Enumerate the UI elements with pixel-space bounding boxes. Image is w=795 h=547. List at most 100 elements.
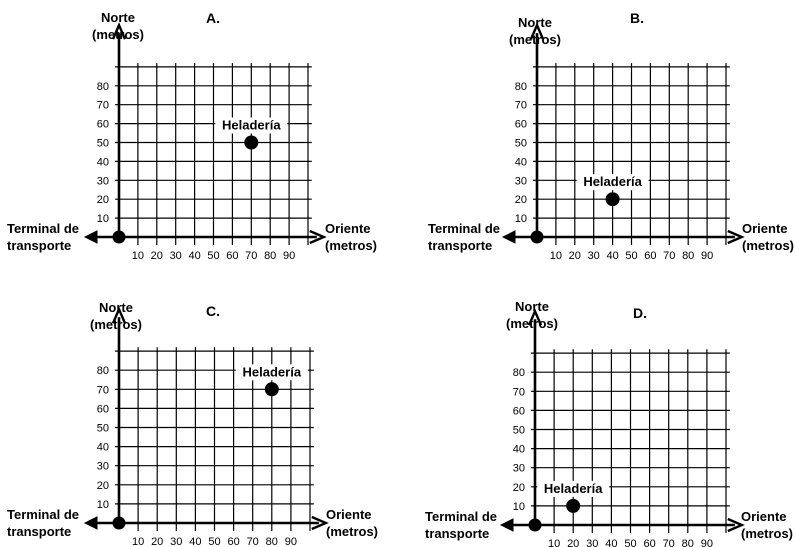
point-label-background bbox=[576, 174, 649, 191]
terminal-label: Terminal de bbox=[425, 509, 497, 524]
x-tick-label: 10 bbox=[132, 536, 144, 547]
east-arrow-icon bbox=[309, 229, 327, 245]
heladeria-label: Heladería bbox=[222, 118, 281, 133]
east-axis-label: Oriente bbox=[742, 221, 788, 236]
x-tick-label: 30 bbox=[170, 536, 182, 547]
y-tick-label: 40 bbox=[97, 156, 109, 168]
east-axis-label: (metros) bbox=[326, 524, 378, 539]
terminal-label: Terminal de bbox=[428, 221, 500, 236]
x-tick-label: 90 bbox=[283, 250, 295, 262]
x-tick-label: 10 bbox=[550, 250, 562, 262]
y-tick-label: 50 bbox=[515, 138, 527, 150]
heladeria-label: Heladería bbox=[544, 481, 603, 496]
east-axis-label: (metros) bbox=[741, 526, 793, 541]
graph-b: 10 20 30 40 50 60 70 80 10 20 30 40 50 60 70 80 90 Norte (… bbox=[428, 10, 794, 262]
north-axis-label: (metros) bbox=[506, 316, 558, 331]
graph-letter: D. bbox=[633, 305, 647, 321]
heladeria-point bbox=[244, 135, 259, 150]
graph-d: 10 20 30 40 50 60 70 80 10 20 30 40 50 60 70 80 90 Norte (… bbox=[425, 299, 793, 547]
terminal-label: transporte bbox=[7, 238, 71, 253]
terminal-point bbox=[530, 230, 544, 244]
east-axis-label: (metros) bbox=[325, 238, 377, 253]
x-tick-label: 70 bbox=[247, 536, 259, 547]
east-axis-label: (metros) bbox=[742, 238, 794, 253]
x-tick-label: 60 bbox=[643, 538, 655, 547]
terminal-label: transporte bbox=[428, 238, 492, 253]
y-tick-label: 80 bbox=[515, 81, 527, 93]
heladeria-label: Heladería bbox=[243, 364, 302, 379]
x-tick-label: 60 bbox=[644, 250, 656, 262]
x-tick-label: 50 bbox=[207, 250, 219, 262]
point-label-background bbox=[215, 117, 288, 134]
y-tick-label: 20 bbox=[513, 482, 525, 494]
y-tick-label: 80 bbox=[97, 365, 109, 377]
y-tick-label: 10 bbox=[515, 213, 527, 225]
north-axis-label: Norte bbox=[101, 10, 135, 25]
x-tick-label: 80 bbox=[682, 250, 694, 262]
y-tick-label: 70 bbox=[97, 100, 109, 112]
y-tick-label: 70 bbox=[97, 384, 109, 396]
y-tick-label: 70 bbox=[513, 386, 525, 398]
east-arrow-icon bbox=[727, 517, 745, 533]
north-axis-label: (metros) bbox=[509, 32, 561, 47]
x-tick-label: 20 bbox=[151, 536, 163, 547]
heladeria-label: Heladería bbox=[583, 174, 642, 189]
x-tick-label: 10 bbox=[548, 538, 560, 547]
north-arrow-icon bbox=[529, 22, 545, 40]
y-tick-label: 80 bbox=[513, 367, 525, 379]
west-arrow-icon bbox=[83, 230, 98, 244]
heladeria-point bbox=[566, 498, 581, 513]
graph-letter: A. bbox=[206, 10, 220, 26]
y-tick-label: 40 bbox=[513, 444, 525, 456]
west-arrow-icon bbox=[83, 516, 98, 530]
terminal-label: Terminal de bbox=[7, 507, 79, 522]
north-axis-label: Norte bbox=[99, 300, 133, 315]
north-arrow-icon bbox=[527, 308, 543, 326]
west-arrow-icon bbox=[499, 518, 514, 532]
east-axis-label: Oriente bbox=[741, 509, 787, 524]
x-tick-label: 40 bbox=[188, 250, 200, 262]
x-tick-label: 50 bbox=[208, 536, 220, 547]
point-label-background bbox=[537, 480, 610, 497]
north-axis-label: Norte bbox=[515, 299, 549, 314]
x-tick-label: 90 bbox=[701, 538, 713, 547]
x-tick-label: 90 bbox=[285, 536, 297, 547]
north-axis-label: Norte bbox=[518, 15, 552, 30]
y-tick-label: 60 bbox=[97, 119, 109, 131]
heladeria-point bbox=[605, 192, 620, 207]
graph-a: 10 20 30 40 50 60 70 80 10 20 30 40 50 60 70 80 90 Norte (… bbox=[7, 10, 377, 262]
east-arrow-icon bbox=[727, 229, 745, 245]
north-axis-label: (metros) bbox=[90, 317, 142, 332]
x-tick-label: 30 bbox=[170, 250, 182, 262]
terminal-label: Terminal de bbox=[7, 221, 79, 236]
y-tick-label: 20 bbox=[515, 194, 527, 206]
north-arrow-icon bbox=[111, 22, 127, 40]
y-tick-label: 20 bbox=[97, 480, 109, 492]
east-axis-label: Oriente bbox=[325, 221, 371, 236]
y-tick-label: 40 bbox=[515, 156, 527, 168]
terminal-point bbox=[528, 518, 542, 532]
east-axis-label: Oriente bbox=[326, 507, 372, 522]
graph-letter: B. bbox=[630, 10, 644, 26]
x-tick-label: 60 bbox=[226, 250, 238, 262]
graph-c: 10 20 30 40 50 60 70 80 10 20 30 40 50 60 70 80 90 Norte (… bbox=[7, 300, 378, 547]
y-tick-label: 20 bbox=[97, 194, 109, 206]
y-tick-label: 30 bbox=[97, 175, 109, 187]
y-tick-label: 30 bbox=[97, 461, 109, 473]
x-tick-label: 70 bbox=[663, 538, 675, 547]
point-label-background bbox=[235, 364, 308, 381]
x-tick-label: 70 bbox=[245, 250, 257, 262]
x-tick-label: 20 bbox=[569, 250, 581, 262]
terminal-label: transporte bbox=[425, 526, 489, 541]
y-tick-label: 30 bbox=[515, 175, 527, 187]
terminal-label: transporte bbox=[7, 524, 71, 539]
y-tick-label: 60 bbox=[513, 405, 525, 417]
x-tick-label: 20 bbox=[151, 250, 163, 262]
x-tick-label: 90 bbox=[701, 250, 713, 262]
north-axis-label: (metros) bbox=[92, 27, 144, 42]
x-tick-label: 40 bbox=[605, 538, 617, 547]
x-tick-label: 20 bbox=[567, 538, 579, 547]
y-tick-label: 30 bbox=[513, 463, 525, 475]
x-tick-label: 10 bbox=[132, 250, 144, 262]
